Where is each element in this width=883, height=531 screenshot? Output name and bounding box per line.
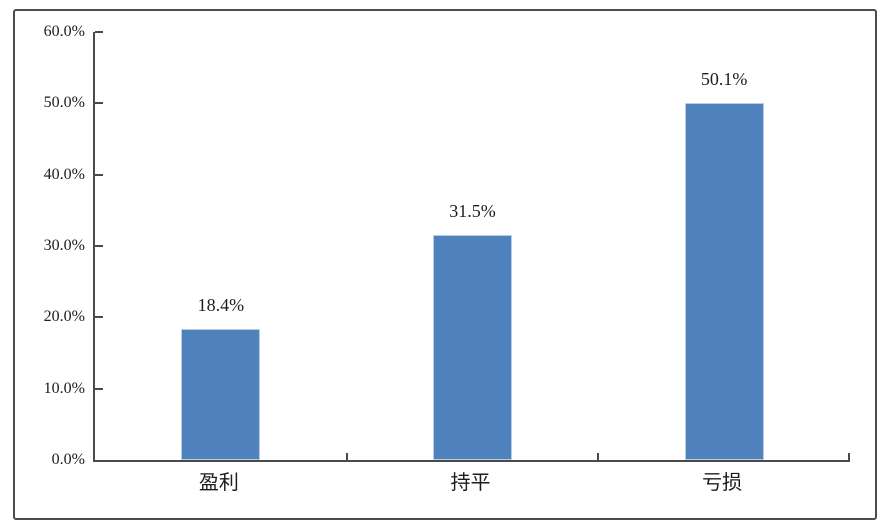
bar: [181, 328, 261, 460]
y-axis-tick-label: 0.0%: [51, 451, 85, 468]
bar-value-label: 50.1%: [700, 68, 748, 89]
plot-area: 18.4% 31.5% 50.1%: [93, 31, 850, 462]
bar-value-label: 31.5%: [449, 201, 496, 222]
x-axis-tick: [848, 453, 850, 460]
bar: [684, 102, 764, 460]
y-axis-tick-label: 10.0%: [43, 379, 85, 397]
x-axis-tick: [345, 453, 348, 460]
bar-group: 18.4%: [95, 32, 347, 460]
x-axis-category-labels: 盈利 持平 亏损: [93, 470, 850, 496]
category-label: 持平: [450, 472, 491, 494]
x-axis-tick: [597, 453, 600, 460]
y-axis-tick-label: 20.0%: [43, 308, 85, 326]
bar: [432, 235, 512, 460]
y-axis-tick: [95, 316, 103, 319]
bar-value-label: 18.4%: [197, 294, 245, 315]
y-axis-tick: [95, 102, 103, 105]
y-axis-tick: [95, 245, 103, 247]
category-label: 盈利: [198, 472, 239, 494]
y-axis-tick-label: 40.0%: [43, 165, 85, 183]
y-axis-tick: [95, 31, 103, 33]
y-axis-tick: [95, 173, 103, 176]
bar-group: 31.5%: [347, 32, 599, 460]
y-axis-tick-label: 30.0%: [43, 237, 85, 254]
y-axis-tick-label: 50.0%: [43, 94, 85, 112]
bar-group: 50.1%: [598, 32, 850, 460]
chart-frame: 0.0% 10.0% 20.0% 30.0% 40.0% 50.0% 60.0% 18.4%…: [13, 9, 877, 520]
y-axis-tick-label: 60.0%: [43, 23, 85, 40]
category-label: 亏损: [702, 472, 743, 494]
y-axis-tick: [95, 387, 103, 390]
